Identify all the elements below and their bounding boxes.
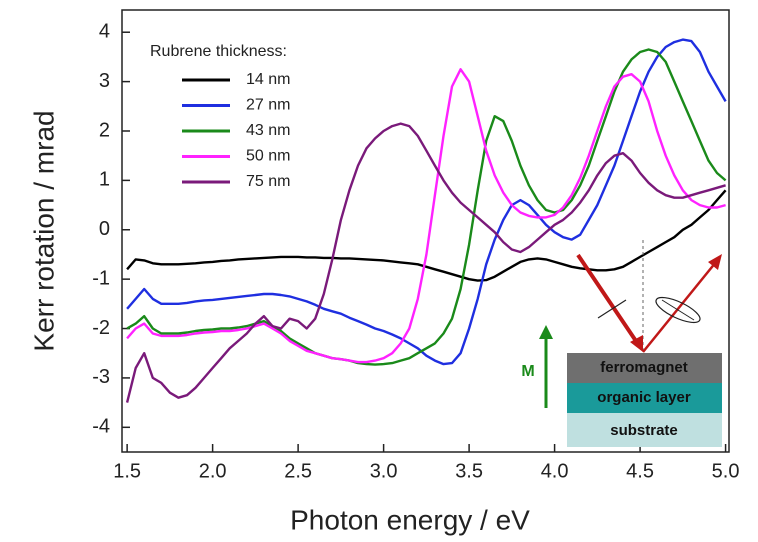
x-tick-label: 2.5 <box>284 460 312 482</box>
polarization <box>661 299 695 321</box>
reflected-beam <box>642 261 717 353</box>
legend-label: 50 nm <box>246 148 290 165</box>
series-line <box>126 48 727 366</box>
x-tick-label: 4.0 <box>541 460 569 482</box>
layer-ferromagnet <box>567 353 722 383</box>
y-tick-label: 2 <box>99 119 110 141</box>
x-axis-label: Photon energy / eV <box>290 504 530 535</box>
y-tick-label: 1 <box>99 169 110 191</box>
x-tick-label: 5.0 <box>712 460 740 482</box>
y-tick-label: 3 <box>99 70 110 92</box>
series-line <box>126 38 727 366</box>
series-line <box>125 122 726 403</box>
legend-label: 75 nm <box>246 173 290 190</box>
layer-substrate <box>567 413 722 447</box>
incident-beam <box>576 253 640 346</box>
layer-label: ferromagnet <box>600 359 688 376</box>
y-tick-label: -3 <box>92 366 110 388</box>
curves <box>125 38 727 403</box>
arrow-head <box>539 325 553 339</box>
layer-label: organic layer <box>597 389 691 406</box>
y-tick-label: 0 <box>99 218 110 240</box>
polarization <box>597 299 627 319</box>
y-axis-label: Kerr rotation / mrad <box>28 110 59 351</box>
x-tick-label: 1.5 <box>113 460 141 482</box>
legend-label: 14 nm <box>246 71 290 88</box>
y-tick-label: -1 <box>92 267 110 289</box>
x-tick-label: 4.5 <box>626 460 654 482</box>
magnetization-label: M <box>521 363 534 380</box>
x-tick-label: 2.0 <box>199 460 227 482</box>
x-tick-label: 3.5 <box>455 460 483 482</box>
layer-organic <box>567 383 722 413</box>
inset-diagram: ferromagnet organic layer substrate M <box>521 240 722 447</box>
series-line <box>126 68 726 364</box>
axes: 1.5 2.0 2.5 3.0 3.5 4.0 4.5 5.0 -4 -3 -2 -1 0 1 2 3 4 <box>92 21 739 483</box>
arrow-head <box>630 335 643 352</box>
y-tick-label: -4 <box>92 416 110 438</box>
legend: Rubrene thickness: 14 nm 27 nm 43 nm 50 nm 7… <box>150 43 290 190</box>
legend-label: 27 nm <box>246 97 290 114</box>
layer-label: substrate <box>610 422 678 439</box>
legend-label: 43 nm <box>246 122 290 139</box>
legend-title: Rubrene thickness: <box>150 43 287 60</box>
x-tick-label: 3.0 <box>370 460 398 482</box>
y-tick-label: -2 <box>92 317 110 339</box>
polarization-ellipse <box>655 296 701 324</box>
y-tick-label: 4 <box>99 21 110 43</box>
series-line <box>126 189 727 282</box>
arrow-head <box>708 254 722 270</box>
